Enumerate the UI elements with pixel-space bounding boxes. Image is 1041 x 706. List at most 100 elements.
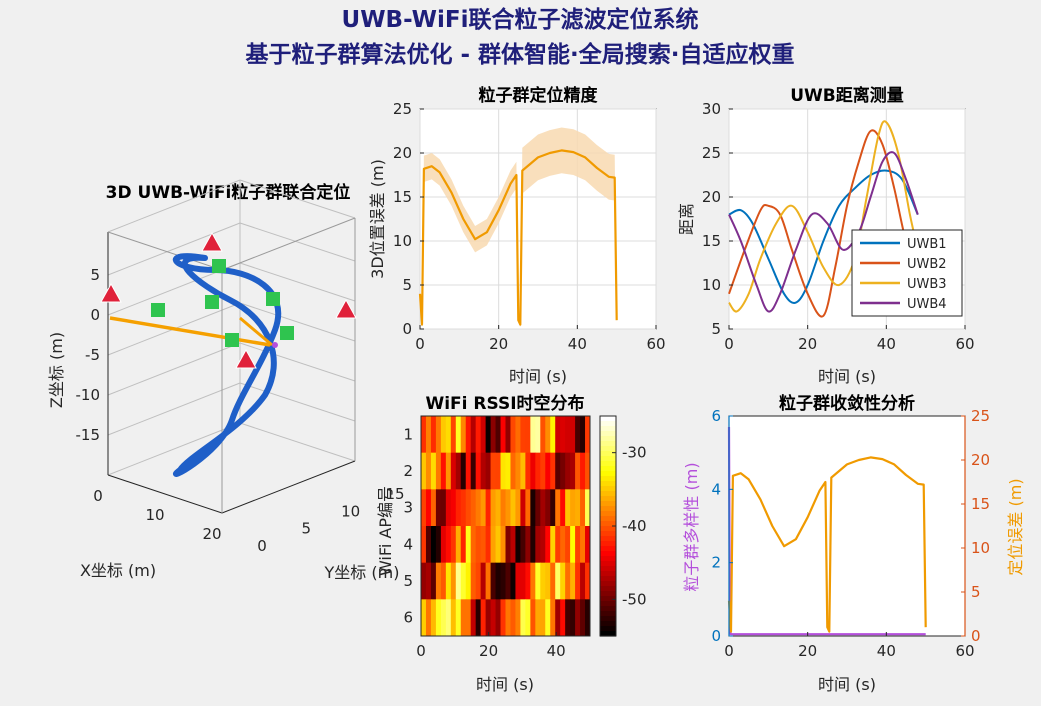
heatmap-cell (545, 526, 551, 564)
heatmap-cell (490, 416, 497, 454)
heatmap-cell (485, 526, 492, 564)
chart-3d-wifi-ap (212, 259, 226, 273)
heatmap-cell (535, 452, 541, 490)
chart-3d-ytick-label: 5 (302, 520, 312, 538)
heatmap-cell (500, 452, 506, 490)
colorbar-segment (600, 531, 616, 537)
heatmap-cell (540, 416, 546, 454)
heatmap-cell (490, 599, 497, 637)
convergence-ytick-left-label: 6 (711, 407, 721, 425)
heatmap-cell (480, 416, 487, 454)
colorbar-segment (600, 621, 616, 627)
heatmap-cell (510, 562, 516, 600)
colorbar-segment (600, 526, 616, 532)
heatmap-cell (520, 599, 526, 637)
box3d-edge-front (107, 231, 223, 271)
convergence-ytick-right-label: 20 (971, 451, 990, 469)
heatmap-xtick-label: 20 (479, 642, 498, 660)
convergence-ytick-right-label: 10 (971, 539, 990, 557)
colorbar-segment (600, 516, 616, 522)
heatmap-cell (470, 562, 477, 600)
heatmap-cell (490, 489, 497, 527)
heatmap-cell (520, 562, 526, 600)
colorbar-segment (600, 566, 616, 572)
uwb-ytick-label: 20 (702, 188, 721, 206)
heatmap-cell (560, 489, 566, 527)
colorbar-segment (600, 481, 616, 487)
heatmap-cell (560, 452, 566, 490)
heatmap-cell (540, 599, 546, 637)
heatmap-cell (435, 489, 442, 527)
heatmap-cell (520, 452, 526, 490)
heatmap-cell (440, 416, 447, 454)
accuracy-ytick-label: 15 (393, 188, 412, 206)
heatmap-cell (565, 489, 571, 527)
uwb-ytick-label: 30 (702, 100, 721, 118)
colorbar-segment (600, 591, 616, 597)
chart-accuracy-title: 粒子群定位精度 (479, 85, 599, 106)
colorbar-segment (600, 606, 616, 612)
accuracy-ytick-label: 25 (393, 100, 412, 118)
heatmap-cell (520, 416, 526, 454)
heatmap-cell (465, 416, 472, 454)
heatmap-cell (475, 526, 482, 564)
heatmap-cell (440, 599, 447, 637)
heatmap-cell (495, 489, 502, 527)
colorbar-segment (600, 431, 616, 437)
convergence-error-line (727, 456, 927, 633)
chart-3d-xtick-label: 20 (202, 525, 221, 543)
heatmap-cell (510, 599, 516, 637)
heatmap-cell (575, 562, 581, 600)
chart-accuracy-ticks: 0 20 40 60 0 5 10 15 20 25 (393, 100, 666, 353)
heatmap-cell (460, 599, 467, 637)
heatmap-cell (585, 416, 591, 454)
heatmap-cell (475, 452, 482, 490)
uwb-xtick-label: 60 (955, 335, 974, 353)
colorbar-segment (600, 576, 616, 582)
convergence-ytick-left-label: 0 (711, 627, 721, 645)
heatmap-cell (425, 489, 432, 527)
accuracy-xtick-label: 20 (489, 335, 508, 353)
colorbar-segment (600, 586, 616, 592)
heatmap-cell (515, 452, 521, 490)
colorbar-segment (600, 571, 616, 577)
heatmap-cell (570, 562, 576, 600)
heatmap-cell (500, 526, 506, 564)
uwb-ytick-label: 25 (702, 144, 721, 162)
heatmap-cell (435, 526, 442, 564)
heatmap-cell (485, 599, 492, 637)
chart-3d-wifi-ap (205, 295, 219, 309)
heatmap-cell (530, 489, 536, 527)
uwb-legend-label: UWB2 (907, 257, 947, 272)
heatmap-cell (525, 562, 531, 600)
convergence-ytick-right-label: 5 (971, 583, 981, 601)
box3d-edge (107, 179, 241, 233)
heatmap-cell (475, 489, 482, 527)
heatmap-cell (515, 562, 521, 600)
heatmap-cell (445, 562, 452, 600)
heatmap-cell (475, 416, 482, 454)
colorbar-segment (600, 426, 616, 432)
chart-3d-wifi-ap (151, 303, 165, 317)
chart-3d-positioning: 3D UWB-WiFi粒子群联合定位 5 0 -5 -10 -15 0 10 20 0 5 10 15… (47, 179, 405, 582)
heatmap-cell (570, 416, 576, 454)
accuracy-error-line (418, 149, 618, 326)
heatmap-cell (565, 452, 571, 490)
heatmap-cell (555, 562, 561, 600)
heatmap-cell (535, 489, 541, 527)
colorbar-segment (600, 601, 616, 607)
chart-convergence-plot-area (728, 415, 966, 637)
heatmap-cell (421, 599, 427, 637)
heatmap-cell (505, 562, 511, 600)
heatmap-cell (580, 452, 586, 490)
uwb-series-uwb2 (728, 129, 915, 318)
heatmap-cell (545, 416, 551, 454)
convergence-ytick-right-label: 0 (971, 627, 981, 645)
chart-uwb-ylabel: 距离 (677, 203, 696, 235)
colorbar-segment (600, 511, 616, 517)
heatmap-cell (475, 562, 482, 600)
heatmap-cell (430, 562, 437, 600)
heatmap-cell (510, 489, 516, 527)
chart-uwb-title: UWB距离测量 (790, 85, 904, 106)
heatmap-cell (435, 416, 442, 454)
